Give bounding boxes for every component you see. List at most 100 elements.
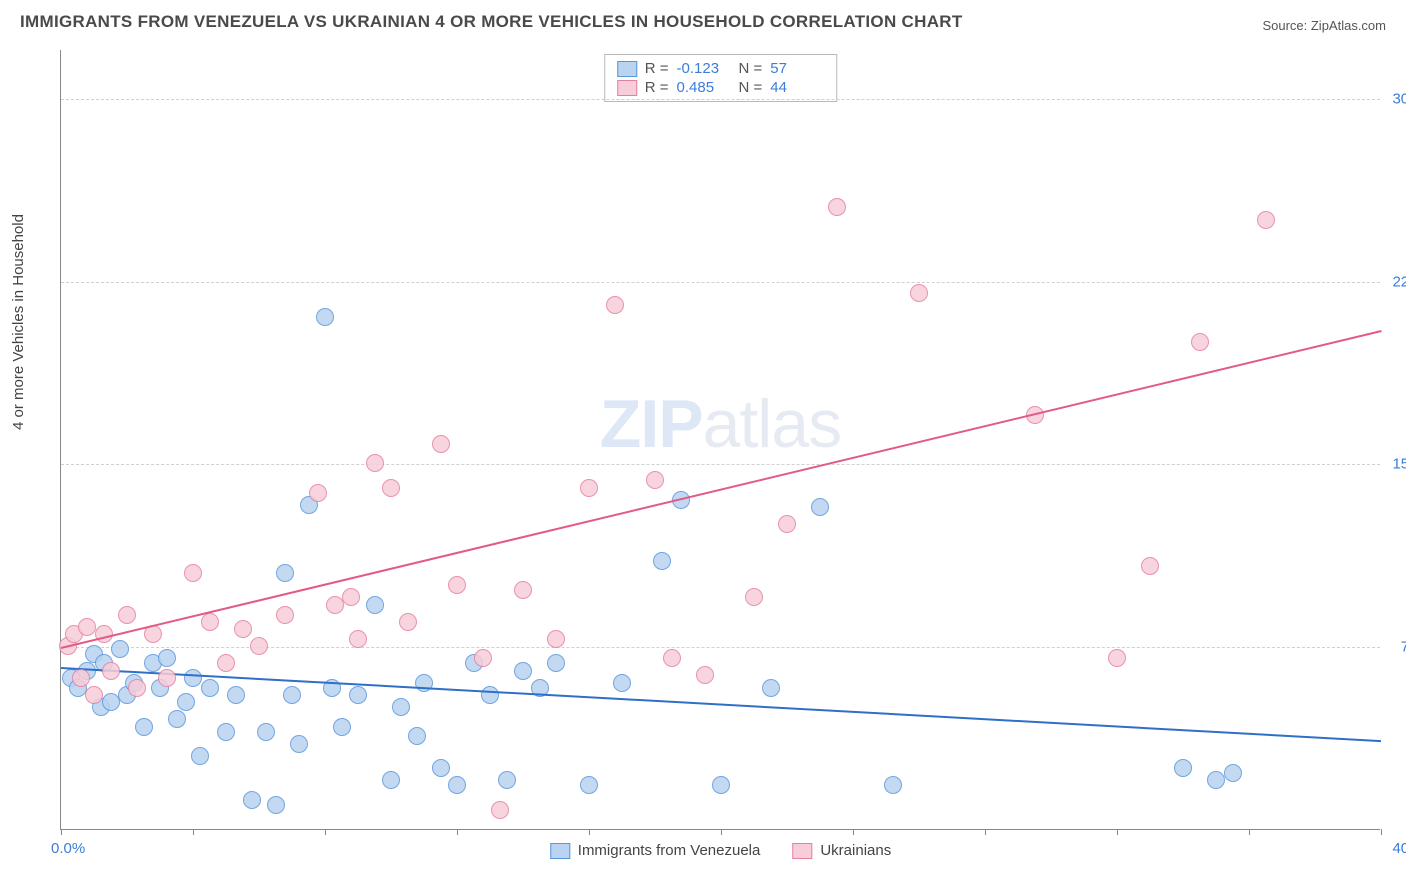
stat-n-label: N = bbox=[739, 60, 763, 77]
x-tick-label-max: 40.0% bbox=[1392, 840, 1406, 857]
scatter-point bbox=[135, 718, 153, 736]
correlation-stats-box: R = -0.123 N = 57R = 0.485 N = 44 bbox=[604, 54, 838, 102]
stat-n-label: N = bbox=[739, 79, 763, 96]
scatter-point bbox=[408, 727, 426, 745]
scatter-point bbox=[448, 576, 466, 594]
source-name: ZipAtlas.com bbox=[1311, 18, 1386, 33]
stat-n-value: 57 bbox=[770, 60, 824, 77]
scatter-point bbox=[72, 669, 90, 687]
watermark-bold: ZIP bbox=[600, 386, 703, 462]
scatter-point bbox=[580, 479, 598, 497]
scatter-point bbox=[663, 649, 681, 667]
scatter-point bbox=[778, 515, 796, 533]
legend-swatch bbox=[792, 843, 812, 859]
scatter-point bbox=[1224, 764, 1242, 782]
scatter-point bbox=[745, 588, 763, 606]
scatter-point bbox=[316, 308, 334, 326]
chart-title: IMMIGRANTS FROM VENEZUELA VS UKRAINIAN 4… bbox=[20, 12, 963, 32]
scatter-point bbox=[201, 679, 219, 697]
scatter-point bbox=[498, 771, 516, 789]
scatter-point bbox=[276, 564, 294, 582]
legend-item: Ukrainians bbox=[792, 842, 891, 859]
x-tick bbox=[325, 829, 326, 835]
stats-row: R = -0.123 N = 57 bbox=[617, 59, 825, 78]
trend-line bbox=[61, 330, 1381, 649]
x-tick bbox=[61, 829, 62, 835]
scatter-point bbox=[217, 723, 235, 741]
stat-r-value: 0.485 bbox=[677, 79, 731, 96]
x-tick bbox=[721, 829, 722, 835]
plot-area: ZIPatlas R =-0.123N =57R =0.485N =44 Imm… bbox=[60, 50, 1380, 830]
source-attribution: Source: ZipAtlas.com bbox=[1262, 18, 1386, 33]
scatter-point bbox=[128, 679, 146, 697]
scatter-point bbox=[606, 296, 624, 314]
scatter-point bbox=[762, 679, 780, 697]
scatter-point bbox=[333, 718, 351, 736]
x-tick bbox=[853, 829, 854, 835]
scatter-point bbox=[1207, 771, 1225, 789]
gridline bbox=[61, 464, 1380, 465]
scatter-point bbox=[392, 698, 410, 716]
scatter-point bbox=[828, 198, 846, 216]
y-tick-label: 22.5% bbox=[1392, 273, 1406, 290]
scatter-point bbox=[1141, 557, 1159, 575]
scatter-point bbox=[514, 662, 532, 680]
scatter-point bbox=[580, 776, 598, 794]
scatter-point bbox=[547, 654, 565, 672]
scatter-point bbox=[227, 686, 245, 704]
scatter-point bbox=[349, 686, 367, 704]
scatter-point bbox=[811, 498, 829, 516]
scatter-point bbox=[177, 693, 195, 711]
stat-n-value: 44 bbox=[770, 79, 824, 96]
x-tick bbox=[589, 829, 590, 835]
scatter-point bbox=[366, 596, 384, 614]
scatter-point bbox=[267, 796, 285, 814]
scatter-point bbox=[118, 606, 136, 624]
scatter-point bbox=[326, 596, 344, 614]
scatter-point bbox=[1108, 649, 1126, 667]
stat-r-value: -0.123 bbox=[677, 60, 731, 77]
scatter-point bbox=[78, 618, 96, 636]
x-tick bbox=[1117, 829, 1118, 835]
scatter-point bbox=[884, 776, 902, 794]
x-tick bbox=[1381, 829, 1382, 835]
scatter-point bbox=[111, 640, 129, 658]
scatter-point bbox=[191, 747, 209, 765]
legend-label: Immigrants from Venezuela bbox=[578, 842, 761, 859]
scatter-point bbox=[217, 654, 235, 672]
y-tick-label: 15.0% bbox=[1392, 456, 1406, 473]
legend-swatch bbox=[550, 843, 570, 859]
scatter-point bbox=[1257, 211, 1275, 229]
x-tick bbox=[193, 829, 194, 835]
x-tick bbox=[457, 829, 458, 835]
scatter-point bbox=[342, 588, 360, 606]
scatter-point bbox=[491, 801, 509, 819]
y-tick-label: 30.0% bbox=[1392, 90, 1406, 107]
scatter-point bbox=[432, 759, 450, 777]
stat-r-label: R = bbox=[645, 60, 669, 77]
scatter-point bbox=[184, 564, 202, 582]
scatter-point bbox=[234, 620, 252, 638]
gridline bbox=[61, 282, 1380, 283]
scatter-point bbox=[184, 669, 202, 687]
scatter-point bbox=[250, 637, 268, 655]
x-tick-label-min: 0.0% bbox=[51, 840, 85, 857]
scatter-point bbox=[646, 471, 664, 489]
scatter-point bbox=[696, 666, 714, 684]
x-tick bbox=[1249, 829, 1250, 835]
legend-swatch bbox=[617, 61, 637, 77]
scatter-point bbox=[276, 606, 294, 624]
scatter-point bbox=[399, 613, 417, 631]
stats-row: R =0.485N =44 bbox=[617, 78, 825, 97]
scatter-point bbox=[653, 552, 671, 570]
scatter-point bbox=[382, 479, 400, 497]
scatter-point bbox=[243, 791, 261, 809]
scatter-point bbox=[910, 284, 928, 302]
legend-item: Immigrants from Venezuela bbox=[550, 842, 761, 859]
scatter-point bbox=[102, 693, 120, 711]
scatter-point bbox=[309, 484, 327, 502]
scatter-point bbox=[168, 710, 186, 728]
gridline bbox=[61, 99, 1380, 100]
legend-swatch bbox=[617, 80, 637, 96]
scatter-point bbox=[547, 630, 565, 648]
